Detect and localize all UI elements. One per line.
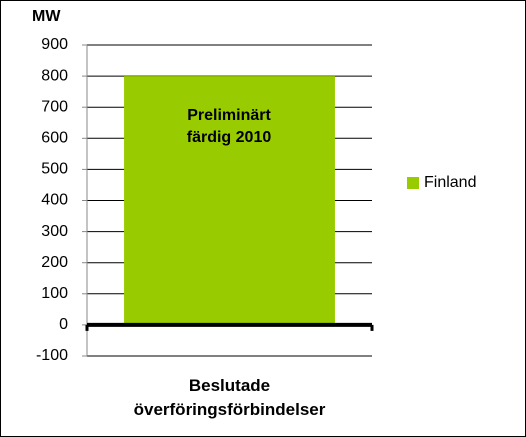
y-tick-label: 500 bbox=[41, 161, 68, 178]
y-tick-label: 400 bbox=[41, 192, 68, 209]
y-tick-label: 100 bbox=[41, 285, 68, 302]
y-tick-label: 200 bbox=[41, 254, 68, 271]
annotation: Preliminärt färdig 2010 bbox=[186, 107, 272, 146]
bar bbox=[124, 76, 335, 325]
legend-swatch bbox=[407, 177, 419, 189]
y-tick-label: 0 bbox=[59, 316, 68, 333]
y-tick-label: -100 bbox=[36, 347, 68, 364]
y-tick-label: 800 bbox=[41, 67, 68, 84]
y-tick-label: 900 bbox=[41, 36, 68, 53]
y-axis-title: MW bbox=[32, 8, 61, 25]
x-tick-label: Beslutade överföringsförbindelser bbox=[133, 376, 326, 419]
legend-label: Finland bbox=[424, 174, 476, 191]
y-tick-label: 600 bbox=[41, 130, 68, 147]
y-tick-label: 700 bbox=[41, 98, 68, 115]
y-tick-label: 300 bbox=[41, 223, 68, 240]
